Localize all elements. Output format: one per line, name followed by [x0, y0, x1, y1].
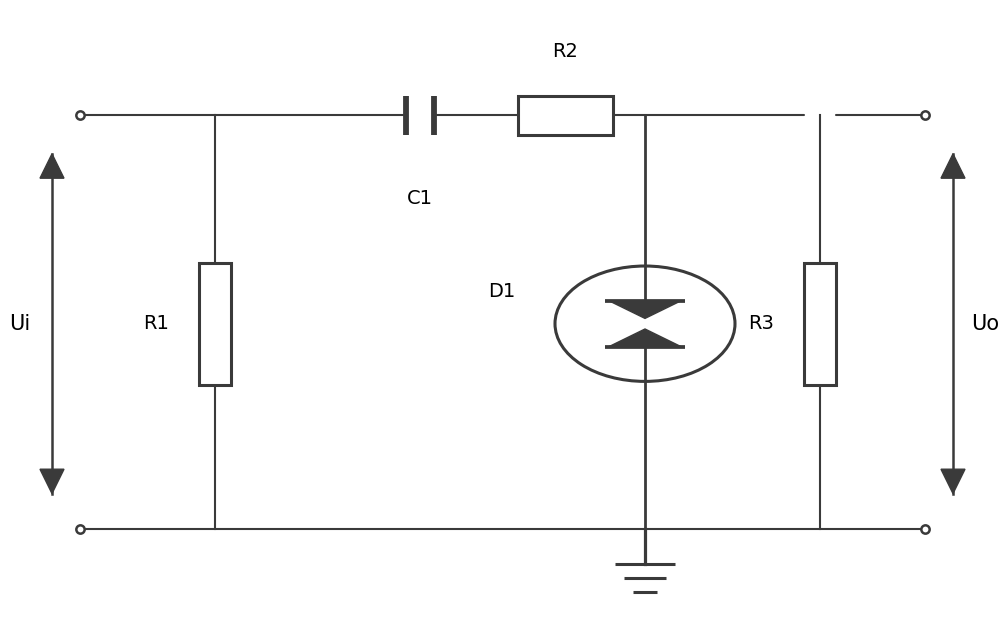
Text: R2: R2: [552, 42, 578, 61]
Text: D1: D1: [488, 282, 515, 301]
Polygon shape: [941, 469, 965, 494]
Bar: [199, 263, 231, 385]
Polygon shape: [40, 154, 64, 178]
Text: Ui: Ui: [9, 313, 31, 334]
Text: R3: R3: [748, 314, 774, 333]
Circle shape: [555, 266, 735, 381]
Polygon shape: [941, 154, 965, 178]
Polygon shape: [40, 469, 64, 494]
Text: R1: R1: [143, 314, 169, 333]
Polygon shape: [609, 329, 681, 347]
Bar: [518, 96, 612, 135]
Text: C1: C1: [407, 189, 433, 208]
Bar: [804, 263, 836, 385]
Polygon shape: [609, 301, 681, 319]
Text: Uo: Uo: [971, 313, 999, 334]
